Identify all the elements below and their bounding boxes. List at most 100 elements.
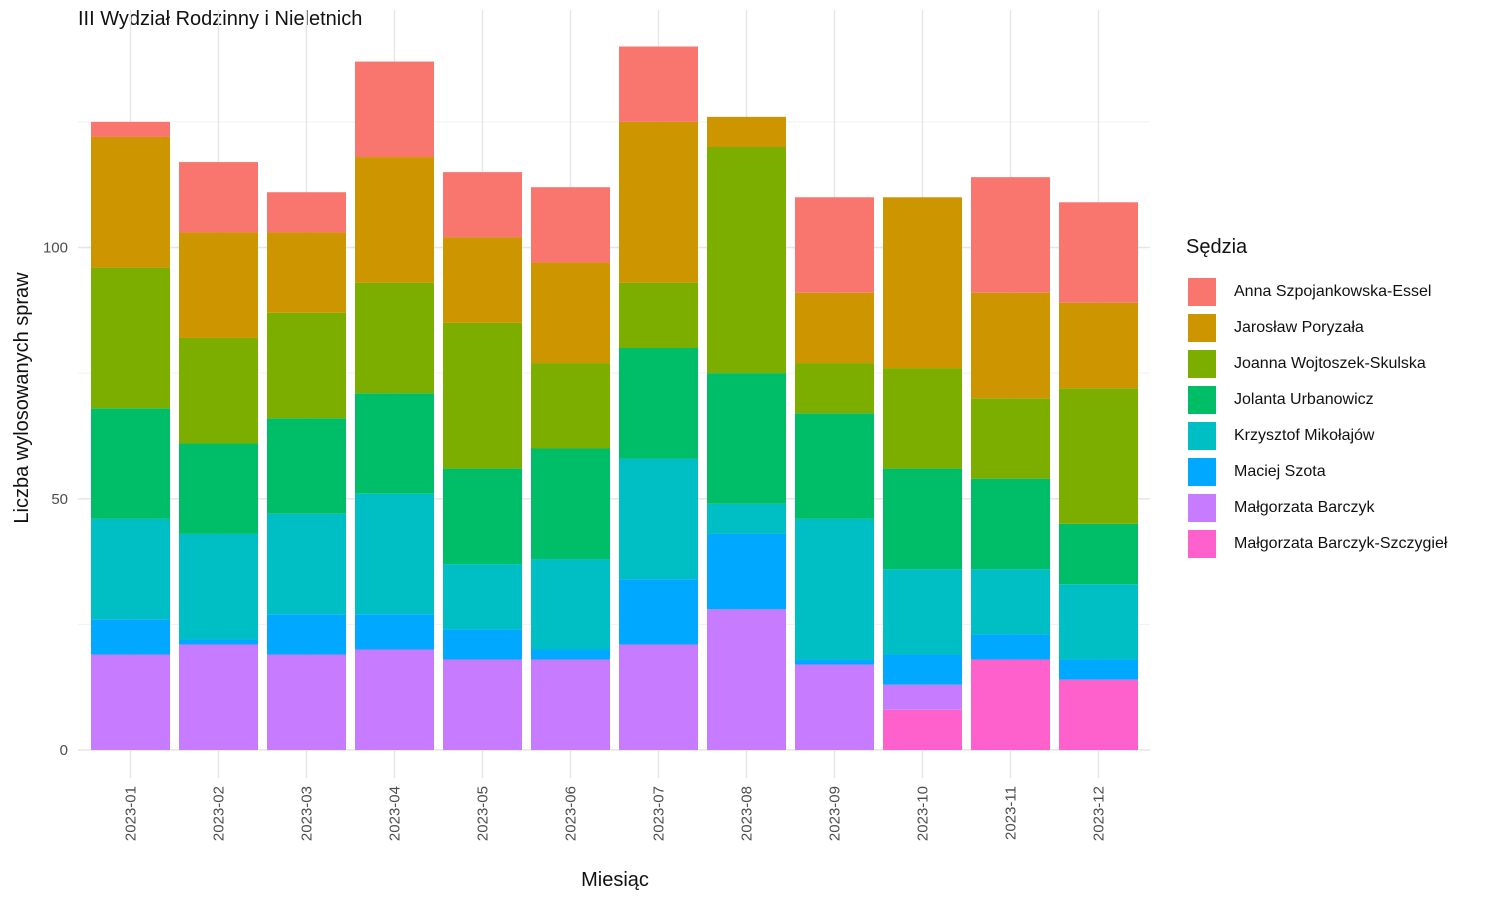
bar-segment <box>619 46 698 122</box>
bar-segment <box>707 609 786 750</box>
x-tick-label: 2023-02 <box>211 786 228 841</box>
bar-segment <box>619 121 698 283</box>
legend-items: Anna Szpojankowska-Essel Jarosław Poryzał… <box>1186 274 1447 562</box>
x-tick-label: 2023-05 <box>475 786 492 841</box>
legend-swatch <box>1186 384 1218 416</box>
x-tick-label: 2023-08 <box>739 786 756 841</box>
legend-label: Joanna Wojtoszek-Skulska <box>1234 355 1426 372</box>
legend-item: Jolanta Urbanowicz <box>1186 382 1447 418</box>
bar-segment <box>795 518 874 660</box>
bar-segment <box>531 659 610 750</box>
legend-item: Anna Szpojankowska-Essel <box>1186 274 1447 310</box>
legend-label: Maciej Szota <box>1234 463 1326 480</box>
legend-swatch <box>1186 312 1218 344</box>
legend-item: Jarosław Poryzała <box>1186 310 1447 346</box>
y-tick-label: 0 <box>60 742 68 759</box>
x-axis-ticks: 2023-01 2023-02 2023-03 2023-04 2023-05 2023-… <box>123 786 1108 841</box>
chart-title: III Wydział Rodzinny i Nieletnich <box>78 8 363 30</box>
bars-layer <box>91 46 1138 750</box>
bar-segment <box>795 197 874 293</box>
bar-segment <box>91 408 170 519</box>
bar-segment <box>1059 388 1138 524</box>
bar-segment <box>707 533 786 610</box>
bar-segment <box>795 664 874 750</box>
x-tick-label: 2023-11 <box>1003 786 1020 840</box>
bar-segment <box>91 267 170 409</box>
bar-segment <box>355 614 434 650</box>
bar-segment <box>355 157 434 283</box>
bar-segment <box>531 363 610 449</box>
bar-segment <box>883 709 962 750</box>
bar-segment <box>619 348 698 459</box>
x-axis-title: Miesiąc <box>581 869 649 891</box>
bar-segment <box>443 564 522 630</box>
bar-segment <box>1059 679 1138 750</box>
x-tick-label: 2023-01 <box>123 786 140 841</box>
bar-segment <box>91 136 170 268</box>
bar-segment <box>531 649 610 660</box>
bar-segment <box>1059 302 1138 389</box>
bar-segment <box>179 162 258 233</box>
bar-segment <box>795 292 874 364</box>
legend-label: Krzysztof Mikołajów <box>1234 427 1375 444</box>
bar-segment <box>531 187 610 263</box>
bar-segment <box>883 368 962 469</box>
legend-label: Małgorzata Barczyk-Szczygieł <box>1234 535 1448 552</box>
bar-segment <box>971 398 1050 479</box>
bar-segment <box>619 458 698 580</box>
x-tick-label: 2023-04 <box>387 786 404 841</box>
bar-segment <box>91 518 170 620</box>
bar-segment <box>355 61 434 158</box>
bar-segment <box>707 503 786 534</box>
x-tick-label: 2023-06 <box>563 786 580 841</box>
legend-item: Małgorzata Barczyk-Szczygieł <box>1186 526 1447 562</box>
legend-swatch <box>1186 456 1218 488</box>
bar-segment <box>707 147 786 374</box>
bar-segment <box>883 654 962 685</box>
bar-segment <box>355 282 434 394</box>
bar-segment <box>91 619 170 655</box>
bar-segment <box>179 644 258 750</box>
bar-segment <box>619 579 698 645</box>
bar-segment <box>971 659 1050 750</box>
bar-segment <box>267 312 346 419</box>
y-tick-label: 100 <box>43 240 68 257</box>
bar-segment <box>443 629 522 660</box>
bar-segment <box>1059 584 1138 660</box>
bar-segment <box>267 418 346 514</box>
bar-segment <box>707 116 786 147</box>
bar-segment <box>179 639 258 645</box>
bar-segment <box>795 659 874 665</box>
legend-item: Maciej Szota <box>1186 454 1447 490</box>
bar-segment <box>1059 523 1138 585</box>
bar-segment <box>355 393 434 494</box>
bar-segment <box>267 614 346 655</box>
bar-segment <box>531 262 610 364</box>
bar-segment <box>531 448 610 560</box>
bar-segment <box>971 292 1050 399</box>
bar-segment <box>971 478 1050 570</box>
bar-segment <box>355 649 434 750</box>
x-tick-label: 2023-10 <box>915 786 932 841</box>
bar-segment <box>355 493 434 615</box>
bar-segment <box>267 232 346 313</box>
bar-segment <box>179 337 258 444</box>
bar-segment <box>91 121 170 137</box>
bar-segment <box>883 197 962 369</box>
bar-segment <box>971 634 1050 660</box>
x-tick-label: 2023-07 <box>651 786 668 841</box>
bar-segment <box>443 468 522 565</box>
bar-segment <box>443 659 522 750</box>
bar-segment <box>795 413 874 519</box>
legend-label: Jarosław Poryzała <box>1234 319 1364 336</box>
legend-label: Małgorzata Barczyk <box>1234 499 1375 516</box>
legend-swatch <box>1186 528 1218 560</box>
x-tick-label: 2023-09 <box>827 786 844 841</box>
bar-segment <box>1059 202 1138 303</box>
bar-segment <box>883 684 962 710</box>
x-tick-label: 2023-12 <box>1091 786 1108 841</box>
bar-segment <box>267 192 346 233</box>
bar-segment <box>619 282 698 348</box>
bar-segment <box>267 513 346 615</box>
